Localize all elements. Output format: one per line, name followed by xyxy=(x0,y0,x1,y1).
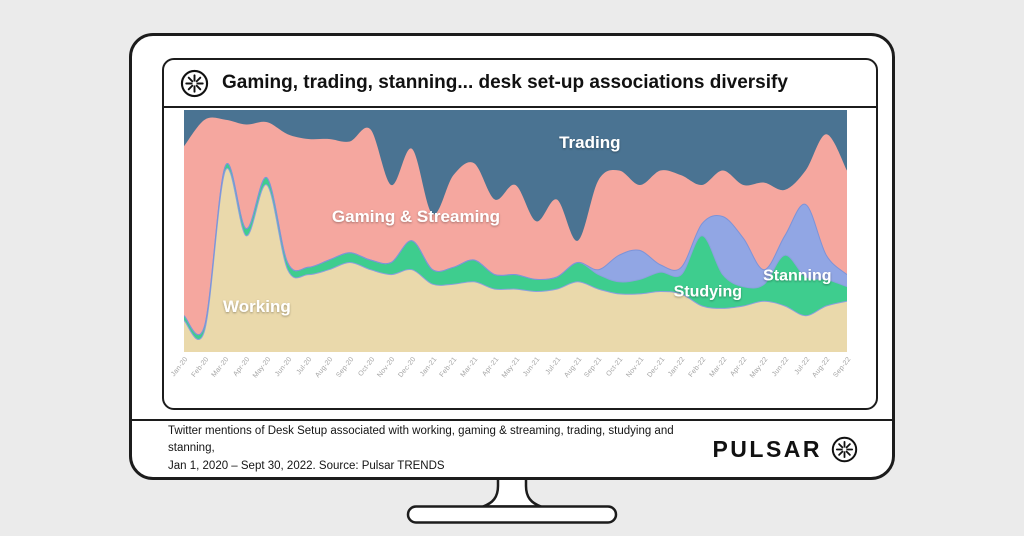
x-axis-tick-label: Jun-22 xyxy=(770,356,791,379)
area-edge xyxy=(184,162,847,335)
series-label: Studying xyxy=(674,283,742,300)
monitor-chin: Twitter mentions of Desk Setup associate… xyxy=(132,419,892,477)
pulsar-brand: PULSAR xyxy=(712,436,858,463)
x-axis-tick-label: Feb-21 xyxy=(438,356,459,379)
x-axis-tick-label: Apr-21 xyxy=(481,356,501,378)
x-axis-tick-label: Dec-21 xyxy=(645,356,667,380)
x-axis-tick-label: Nov-21 xyxy=(625,356,646,380)
x-axis-tick-label: Sep-21 xyxy=(583,356,604,380)
x-axis-tick-label: Dec-20 xyxy=(397,356,418,380)
pulsar-starburst-icon xyxy=(180,69,209,98)
x-axis-tick-label: Jan-20 xyxy=(170,356,190,379)
chart-caption: Twitter mentions of Desk Setup associate… xyxy=(168,423,712,475)
x-axis-tick-label: Feb-20 xyxy=(190,356,211,379)
series-label: Gaming & Streaming xyxy=(332,207,500,226)
x-axis-tick-label: Oct-21 xyxy=(605,356,625,378)
caption-line-2: Jan 1, 2020 – Sept 30, 2022. Source: Pul… xyxy=(168,459,445,472)
x-axis-tick-label: May-20 xyxy=(251,356,273,380)
x-axis-tick-label: Jun-20 xyxy=(273,356,294,379)
x-axis-tick-label: Oct-20 xyxy=(356,356,377,378)
caption-line-1: Twitter mentions of Desk Setup associate… xyxy=(168,425,674,455)
x-axis-tick-label: Jul-22 xyxy=(793,356,812,377)
chart-title: Gaming, trading, stanning... desk set-up… xyxy=(222,72,788,93)
x-axis-tick-label: Apr-22 xyxy=(729,356,749,378)
series-label: Trading xyxy=(559,133,620,152)
x-axis-tick-label: Jul-21 xyxy=(544,356,563,377)
x-axis-tick-label: Aug-20 xyxy=(314,356,335,380)
monitor-frame: Gaming, trading, stanning... desk set-up… xyxy=(129,33,895,480)
monitor-stand xyxy=(406,477,618,524)
x-axis: Jan-20 Feb-20 Mar-20 Apr-20 May-20 Jun-20 Jul-… xyxy=(170,352,852,400)
stand-neck xyxy=(481,477,543,508)
chart-header: Gaming, trading, stanning... desk set-up… xyxy=(164,60,876,108)
screen-card: Gaming, trading, stanning... desk set-up… xyxy=(162,58,878,410)
stand-base xyxy=(406,505,618,524)
x-axis-tick-label: Sep-20 xyxy=(335,356,356,380)
area-edge xyxy=(184,167,847,340)
x-axis-tick-label: Jul-20 xyxy=(295,356,314,377)
x-axis-tick-label: Mar-20 xyxy=(210,356,231,379)
x-axis-tick-label: Feb-22 xyxy=(687,356,708,379)
area-working xyxy=(184,168,847,352)
x-axis-tick-label: Sep-22 xyxy=(832,356,853,380)
x-axis-tick-label: Aug-22 xyxy=(811,356,832,380)
stacked-area-chart: Working Gaming & Streaming Trading Studying… xyxy=(170,110,853,400)
x-axis-tick-label: Jan-21 xyxy=(418,356,439,379)
x-axis-tick-label: Apr-20 xyxy=(232,356,252,378)
x-axis-tick-label: May-21 xyxy=(500,356,522,380)
pulsar-wordmark: PULSAR xyxy=(712,435,822,462)
x-axis-tick-label: Mar-21 xyxy=(459,356,480,379)
x-axis-tick-label: May-22 xyxy=(748,356,770,380)
x-axis-tick-label: Aug-21 xyxy=(563,356,584,380)
series-label: Working xyxy=(223,297,291,316)
x-axis-tick-label: Nov-20 xyxy=(376,356,397,380)
series-label: Stanning xyxy=(763,268,831,285)
x-axis-tick-label: Mar-22 xyxy=(708,356,729,379)
x-axis-tick-label: Jan-22 xyxy=(667,356,687,379)
chart-canvas: Working Gaming & Streaming Trading Studying… xyxy=(184,110,847,352)
x-axis-tick-label: Jun-21 xyxy=(522,356,542,379)
pulsar-starburst-icon xyxy=(831,436,858,463)
